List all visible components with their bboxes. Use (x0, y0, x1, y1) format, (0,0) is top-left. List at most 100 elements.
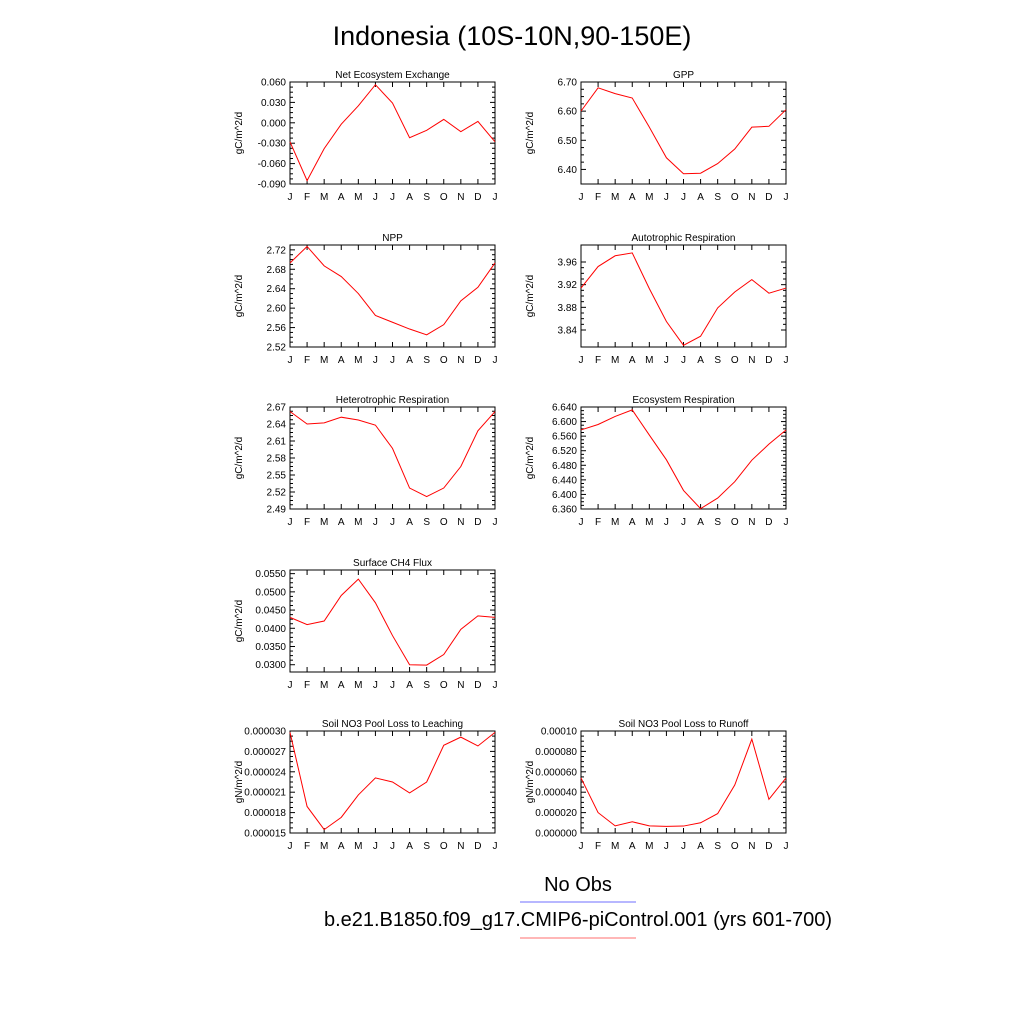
series-line (580, 252, 787, 346)
ytick-label: 6.40 (558, 165, 578, 176)
xtick-label: M (320, 841, 328, 852)
ytick-label: 6.560 (552, 432, 577, 443)
xtick-label: J (664, 355, 669, 366)
xtick-label: S (423, 355, 430, 366)
panel-title: Net Ecosystem Exchange (335, 70, 450, 81)
ytick-label: 3.84 (558, 326, 578, 337)
ytick-label: 3.96 (558, 258, 578, 269)
ytick-label: 0.000021 (244, 788, 286, 799)
ytick-label: 0.060 (261, 78, 286, 89)
ytick-label: 3.92 (558, 280, 578, 291)
ytick-label: 2.67 (267, 403, 287, 414)
xtick-label: O (731, 517, 739, 528)
panel-title: NPP (382, 233, 403, 244)
ytick-label: 2.56 (267, 323, 287, 334)
ytick-label: 6.440 (552, 475, 577, 486)
ytick-label: 2.72 (267, 245, 287, 256)
xtick-label: M (645, 517, 653, 528)
panel-0: Net Ecosystem Exchange -0.090 -0.060 -0.030… (234, 70, 498, 203)
xtick-label: J (288, 192, 293, 203)
ytick-label: 0.000015 (244, 829, 286, 840)
xtick-label: N (748, 355, 755, 366)
panel-title: Heterotrophic Respiration (336, 395, 449, 406)
xtick-label: M (354, 192, 362, 203)
xtick-label: F (595, 192, 601, 203)
ytick-label: 6.640 (552, 403, 577, 414)
panel-title: Soil NO3 Pool Loss to Leaching (322, 719, 463, 730)
legend: No Obs b.e21.B1850.f09_g17.CMIP6-piContr… (324, 874, 832, 939)
xtick-label: J (579, 192, 584, 203)
xtick-label: S (423, 192, 430, 203)
xtick-label: F (595, 841, 601, 852)
xtick-label: O (440, 680, 448, 691)
ytick-label: 0.0300 (255, 660, 286, 671)
ytick-label: 0.000030 (244, 727, 286, 738)
panel-8: Soil NO3 Pool Loss to Runoff 0.000000 0.00… (525, 719, 789, 852)
xtick-label: N (457, 192, 464, 203)
ytick-label: 0.000 (261, 118, 286, 129)
series-line (289, 245, 496, 336)
xtick-label: J (390, 355, 395, 366)
xtick-label: N (457, 355, 464, 366)
xtick-label: O (731, 841, 739, 852)
ytick-label: 6.70 (558, 78, 578, 89)
xtick-label: A (338, 355, 345, 366)
xtick-label: M (645, 192, 653, 203)
xtick-label: A (406, 192, 413, 203)
xtick-label: F (304, 841, 310, 852)
panel-7: Soil NO3 Pool Loss to Leaching 0.000015 0.… (234, 719, 498, 852)
xtick-label: J (493, 517, 498, 528)
xtick-label: J (784, 841, 789, 852)
xtick-label: A (697, 517, 704, 528)
ytick-label: 2.49 (267, 505, 287, 516)
xtick-label: J (681, 192, 686, 203)
xtick-label: J (784, 517, 789, 528)
xtick-label: N (457, 841, 464, 852)
ytick-label: 6.400 (552, 490, 577, 501)
xtick-label: M (354, 680, 362, 691)
ytick-label: 6.600 (552, 417, 577, 428)
xtick-label: D (474, 355, 481, 366)
ytick-label: 6.50 (558, 136, 578, 147)
ytick-label: 0.000024 (244, 767, 286, 778)
xtick-label: S (714, 841, 721, 852)
xtick-label: A (406, 841, 413, 852)
series-line (289, 731, 496, 831)
ytick-label: 2.61 (267, 437, 287, 448)
xtick-label: J (664, 192, 669, 203)
xtick-label: D (474, 192, 481, 203)
xtick-label: M (354, 517, 362, 528)
xtick-label: O (440, 841, 448, 852)
ytick-label: 2.58 (267, 454, 287, 465)
xtick-label: N (748, 841, 755, 852)
xtick-label: J (373, 355, 378, 366)
xtick-label: J (373, 841, 378, 852)
xtick-label: O (440, 192, 448, 203)
series-line (580, 737, 787, 827)
xtick-label: A (338, 680, 345, 691)
series-line (289, 83, 496, 182)
xtick-label: J (373, 680, 378, 691)
xtick-label: A (338, 517, 345, 528)
ytick-label: 2.64 (267, 284, 287, 295)
ytick-label: 6.480 (552, 461, 577, 472)
xtick-label: F (595, 517, 601, 528)
xtick-label: A (406, 680, 413, 691)
y-axis-label: gC/m^2/d (234, 437, 245, 480)
xtick-label: O (731, 192, 739, 203)
plot-frame (580, 406, 787, 510)
ytick-label: -0.030 (258, 139, 287, 150)
xtick-label: S (714, 517, 721, 528)
ytick-label: 2.52 (267, 343, 287, 354)
xtick-label: J (493, 192, 498, 203)
plot-frame (289, 81, 496, 185)
xtick-label: S (423, 680, 430, 691)
ytick-label: 6.60 (558, 107, 578, 118)
ytick-label: 0.00010 (541, 727, 578, 738)
xtick-label: A (338, 841, 345, 852)
xtick-label: D (474, 680, 481, 691)
series-line (289, 411, 496, 498)
ytick-label: 0.000060 (535, 767, 577, 778)
xtick-label: J (390, 517, 395, 528)
